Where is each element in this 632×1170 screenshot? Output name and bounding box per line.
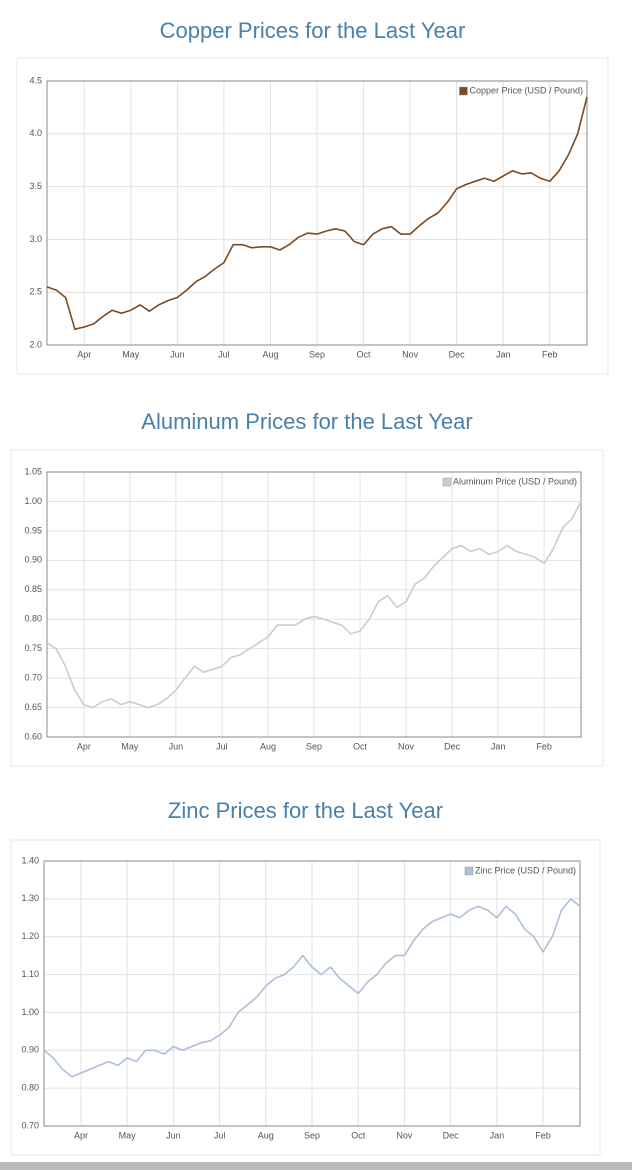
chart-card bbox=[10, 449, 604, 767]
x-tick-label: Aug bbox=[262, 349, 278, 359]
x-tick-label: Jul bbox=[214, 1130, 226, 1140]
x-tick-label: Oct bbox=[351, 1130, 366, 1140]
x-tick-label: Jun bbox=[169, 741, 184, 751]
y-tick-label: 1.05 bbox=[24, 466, 42, 476]
y-tick-label: 0.70 bbox=[24, 672, 42, 682]
x-tick-label: Apr bbox=[74, 1130, 88, 1140]
y-tick-label: 2.0 bbox=[29, 339, 42, 349]
x-tick-label: Jan bbox=[496, 349, 511, 359]
legend-label: Zinc Price (USD / Pound) bbox=[475, 865, 576, 875]
x-tick-label: Nov bbox=[398, 741, 415, 751]
x-tick-label: Sep bbox=[304, 1130, 320, 1140]
y-tick-label: 0.65 bbox=[24, 702, 42, 712]
chart-card bbox=[10, 839, 601, 1156]
chart-title: Aluminum Prices for the Last Year bbox=[141, 409, 472, 434]
y-tick-label: 4.5 bbox=[29, 75, 42, 85]
legend-label: Aluminum Price (USD / Pound) bbox=[453, 476, 577, 486]
legend-label: Copper Price (USD / Pound) bbox=[469, 85, 583, 95]
x-tick-label: May bbox=[121, 741, 139, 751]
x-tick-label: Jun bbox=[166, 1130, 181, 1140]
y-tick-label: 0.95 bbox=[24, 525, 42, 535]
x-tick-label: Dec bbox=[444, 741, 461, 751]
x-tick-label: Feb bbox=[536, 741, 552, 751]
x-tick-label: Sep bbox=[306, 741, 322, 751]
y-tick-label: 0.75 bbox=[24, 643, 42, 653]
x-tick-label: Apr bbox=[77, 741, 91, 751]
y-tick-label: 4.0 bbox=[29, 128, 42, 138]
y-tick-label: 1.40 bbox=[21, 855, 39, 865]
x-tick-label: Feb bbox=[535, 1130, 551, 1140]
plot-frame bbox=[43, 860, 581, 1127]
y-tick-label: 0.70 bbox=[21, 1120, 39, 1130]
y-tick-label: 0.80 bbox=[21, 1083, 39, 1093]
x-tick-label: Nov bbox=[402, 349, 419, 359]
x-tick-label: Oct bbox=[353, 741, 368, 751]
price-line bbox=[46, 501, 582, 709]
x-tick-label: Dec bbox=[449, 349, 466, 359]
x-tick-label: Jul bbox=[216, 741, 228, 751]
x-tick-label: Dec bbox=[443, 1130, 460, 1140]
y-tick-label: 1.10 bbox=[21, 969, 39, 979]
x-tick-label: Feb bbox=[542, 349, 558, 359]
legend-swatch bbox=[459, 86, 468, 96]
price-line bbox=[46, 96, 588, 330]
x-tick-label: Aug bbox=[258, 1130, 274, 1140]
x-tick-label: Nov bbox=[396, 1130, 413, 1140]
y-tick-label: 3.5 bbox=[29, 181, 42, 191]
y-tick-label: 0.60 bbox=[24, 731, 42, 741]
chart-title: Zinc Prices for the Last Year bbox=[168, 798, 443, 823]
x-tick-label: Jul bbox=[218, 349, 230, 359]
x-tick-label: Apr bbox=[77, 349, 91, 359]
y-tick-label: 1.00 bbox=[21, 1007, 39, 1017]
x-tick-label: Aug bbox=[260, 741, 276, 751]
y-tick-label: 0.80 bbox=[24, 614, 42, 624]
plot-frame bbox=[46, 80, 588, 346]
y-tick-label: 0.85 bbox=[24, 584, 42, 594]
chart-title: Copper Prices for the Last Year bbox=[160, 18, 466, 43]
y-tick-label: 1.20 bbox=[21, 931, 39, 941]
price-line bbox=[43, 898, 581, 1078]
x-tick-label: Oct bbox=[357, 349, 372, 359]
y-tick-label: 1.00 bbox=[24, 496, 42, 506]
y-tick-label: 1.30 bbox=[21, 893, 39, 903]
y-tick-label: 3.0 bbox=[29, 234, 42, 244]
x-tick-label: May bbox=[119, 1130, 137, 1140]
x-tick-label: Jan bbox=[491, 741, 506, 751]
x-tick-label: Sep bbox=[309, 349, 325, 359]
y-tick-label: 0.90 bbox=[21, 1045, 39, 1055]
legend-swatch bbox=[442, 477, 452, 487]
legend-swatch bbox=[464, 866, 474, 876]
x-tick-label: May bbox=[122, 349, 140, 359]
bottom-bar bbox=[0, 1162, 632, 1170]
x-tick-label: Jan bbox=[490, 1130, 505, 1140]
plot-frame bbox=[46, 471, 582, 738]
y-tick-label: 2.5 bbox=[29, 287, 42, 297]
y-tick-label: 0.90 bbox=[24, 555, 42, 565]
chart-card bbox=[16, 57, 609, 375]
x-tick-label: Jun bbox=[170, 349, 185, 359]
